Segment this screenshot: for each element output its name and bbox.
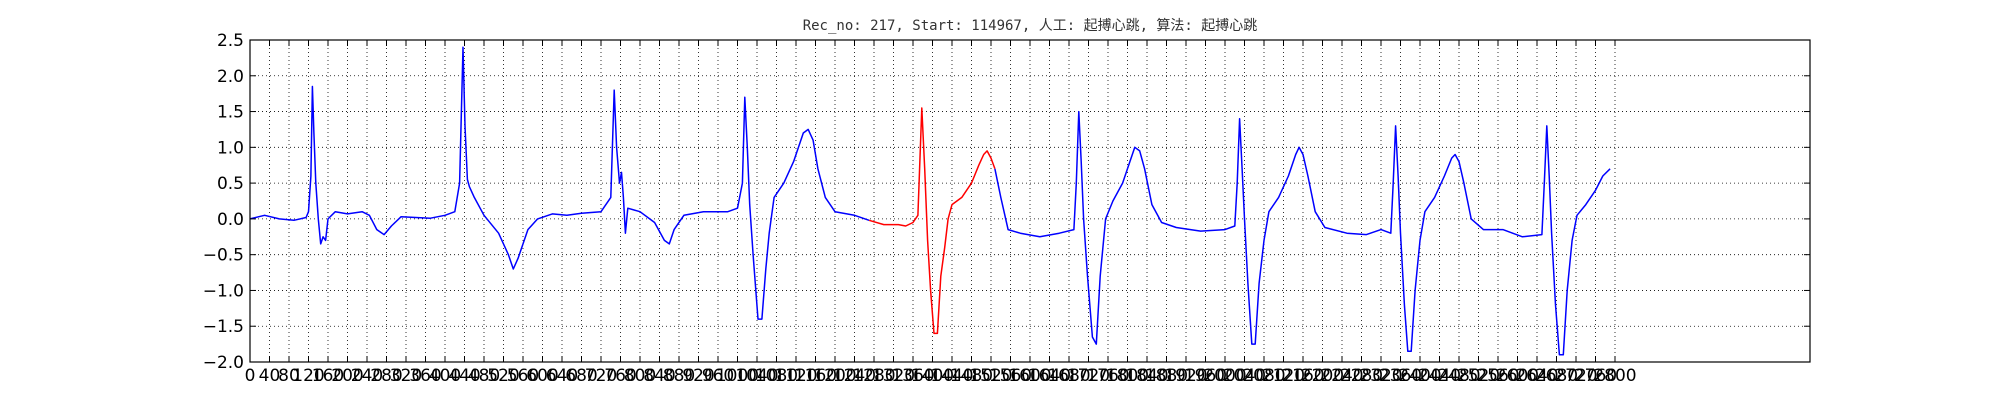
x-tick-label: 1920 xyxy=(1164,366,1207,386)
x-tick-label: 520 xyxy=(487,366,519,386)
y-tick-label: −0.5 xyxy=(203,246,244,266)
x-tick-label: 240 xyxy=(351,366,383,386)
x-tick-label: 2000 xyxy=(1203,366,1246,386)
x-tick-label: 1080 xyxy=(755,366,798,386)
x-tick-label: 2080 xyxy=(1242,366,1285,386)
x-tick-label: 480 xyxy=(468,366,500,386)
x-tick-label: 0 xyxy=(245,366,256,386)
x-tick-label: 1320 xyxy=(872,366,915,386)
x-tick-label: 2400 xyxy=(1398,366,1441,386)
x-tick-label: 720 xyxy=(585,366,617,386)
ecg-series-1 xyxy=(249,46,870,320)
x-tick-label: 2440 xyxy=(1418,366,1461,386)
x-tick-label: 1680 xyxy=(1047,366,1090,386)
x-tick-label: 1800 xyxy=(1106,366,1149,386)
y-tick-label: 2.5 xyxy=(217,31,244,51)
x-tick-label: 960 xyxy=(702,366,734,386)
x-tick-label: 2800 xyxy=(1593,366,1636,386)
x-tick-label: 400 xyxy=(429,366,461,386)
x-tick-label: 1840 xyxy=(1125,366,1168,386)
x-tick-label: 1360 xyxy=(891,366,934,386)
x-tick-label: 920 xyxy=(682,366,714,386)
x-tick-label: 560 xyxy=(507,366,539,386)
x-tick-label: 280 xyxy=(370,366,402,386)
y-tick-label: −1.0 xyxy=(203,281,244,301)
x-tick-label: 2520 xyxy=(1457,366,1500,386)
x-tick-label: 2120 xyxy=(1262,366,1305,386)
x-tick-label: 1160 xyxy=(794,366,837,386)
x-tick-label: 600 xyxy=(526,366,558,386)
x-tick-label: 800 xyxy=(624,366,656,386)
x-axis-ticks: 0 408012016020024028032036040044048052056… xyxy=(245,40,1637,386)
x-tick-label: 160 xyxy=(312,366,344,386)
x-tick-label: 320 xyxy=(390,366,422,386)
x-tick-label: 2480 xyxy=(1437,366,1480,386)
x-tick-label: 2360 xyxy=(1379,366,1422,386)
y-tick-label: 0.5 xyxy=(217,174,244,194)
x-tick-label: 1120 xyxy=(774,366,817,386)
x-tick-label: 1000 xyxy=(716,366,759,386)
x-tick-label: 2200 xyxy=(1301,366,1344,386)
y-tick-label: 2.0 xyxy=(217,67,244,87)
x-tick-label: 1760 xyxy=(1086,366,1129,386)
x-tick-label: 2320 xyxy=(1359,366,1402,386)
x-tick-label: 2680 xyxy=(1535,366,1578,386)
y-tick-label: 0.0 xyxy=(217,210,244,230)
x-tick-label: 1280 xyxy=(852,366,895,386)
x-tick-label: 1720 xyxy=(1067,366,1110,386)
x-tick-label: 1480 xyxy=(950,366,993,386)
x-tick-label: 2760 xyxy=(1574,366,1617,386)
y-tick-label: −1.5 xyxy=(203,317,244,337)
chart-title: Rec_no: 217, Start: 114967, 人工: 起搏心跳, 算法… xyxy=(803,17,1258,34)
x-tick-label: 1200 xyxy=(813,366,856,386)
x-tick-label: 1520 xyxy=(969,366,1012,386)
x-tick-label: 840 xyxy=(643,366,675,386)
x-tick-label: 1600 xyxy=(1008,366,1051,386)
x-tick-label: 640 xyxy=(546,366,578,386)
x-tick-label: 40 xyxy=(259,366,281,386)
ecg-series-2 xyxy=(868,107,996,335)
y-axis-ticks: −2.0 −1.5 −1.0 −0.5 0.0 0.5 1.0 1.5 2.0 2.5 xyxy=(203,31,1810,373)
x-tick-label: 2160 xyxy=(1281,366,1324,386)
x-tick-label: 880 xyxy=(663,366,695,386)
x-tick-label: 1880 xyxy=(1145,366,1188,386)
x-tick-label: 2280 xyxy=(1340,366,1383,386)
x-tick-label: 2240 xyxy=(1320,366,1363,386)
x-tick-label: 200 xyxy=(331,366,363,386)
x-tick-label: 1560 xyxy=(989,366,1032,386)
grid-lines xyxy=(249,39,1810,363)
x-tick-label: 1960 xyxy=(1184,366,1227,386)
x-tick-label: 1400 xyxy=(911,366,954,386)
x-tick-label: 680 xyxy=(565,366,597,386)
x-tick-label: 440 xyxy=(448,366,480,386)
x-tick-label: 2600 xyxy=(1496,366,1539,386)
x-tick-label: 1240 xyxy=(833,366,876,386)
y-tick-label: 1.0 xyxy=(217,138,244,158)
x-tick-label: 1640 xyxy=(1028,366,1071,386)
x-tick-label: 360 xyxy=(409,366,441,386)
y-tick-label: −2.0 xyxy=(203,353,244,373)
x-tick-label: 2720 xyxy=(1554,366,1597,386)
x-tick-label: 1040 xyxy=(735,366,778,386)
x-tick-label: 760 xyxy=(604,366,636,386)
y-tick-label: 1.5 xyxy=(217,103,244,123)
x-tick-label: 2560 xyxy=(1476,366,1519,386)
x-tick-label: 2640 xyxy=(1515,366,1558,386)
series-lines xyxy=(249,46,1611,356)
x-tick-label: 80 xyxy=(278,366,300,386)
x-tick-label: 1440 xyxy=(930,366,973,386)
x-tick-label: 2040 xyxy=(1223,366,1266,386)
x-tick-label: 120 xyxy=(292,366,324,386)
ecg-series-3 xyxy=(994,110,1611,356)
